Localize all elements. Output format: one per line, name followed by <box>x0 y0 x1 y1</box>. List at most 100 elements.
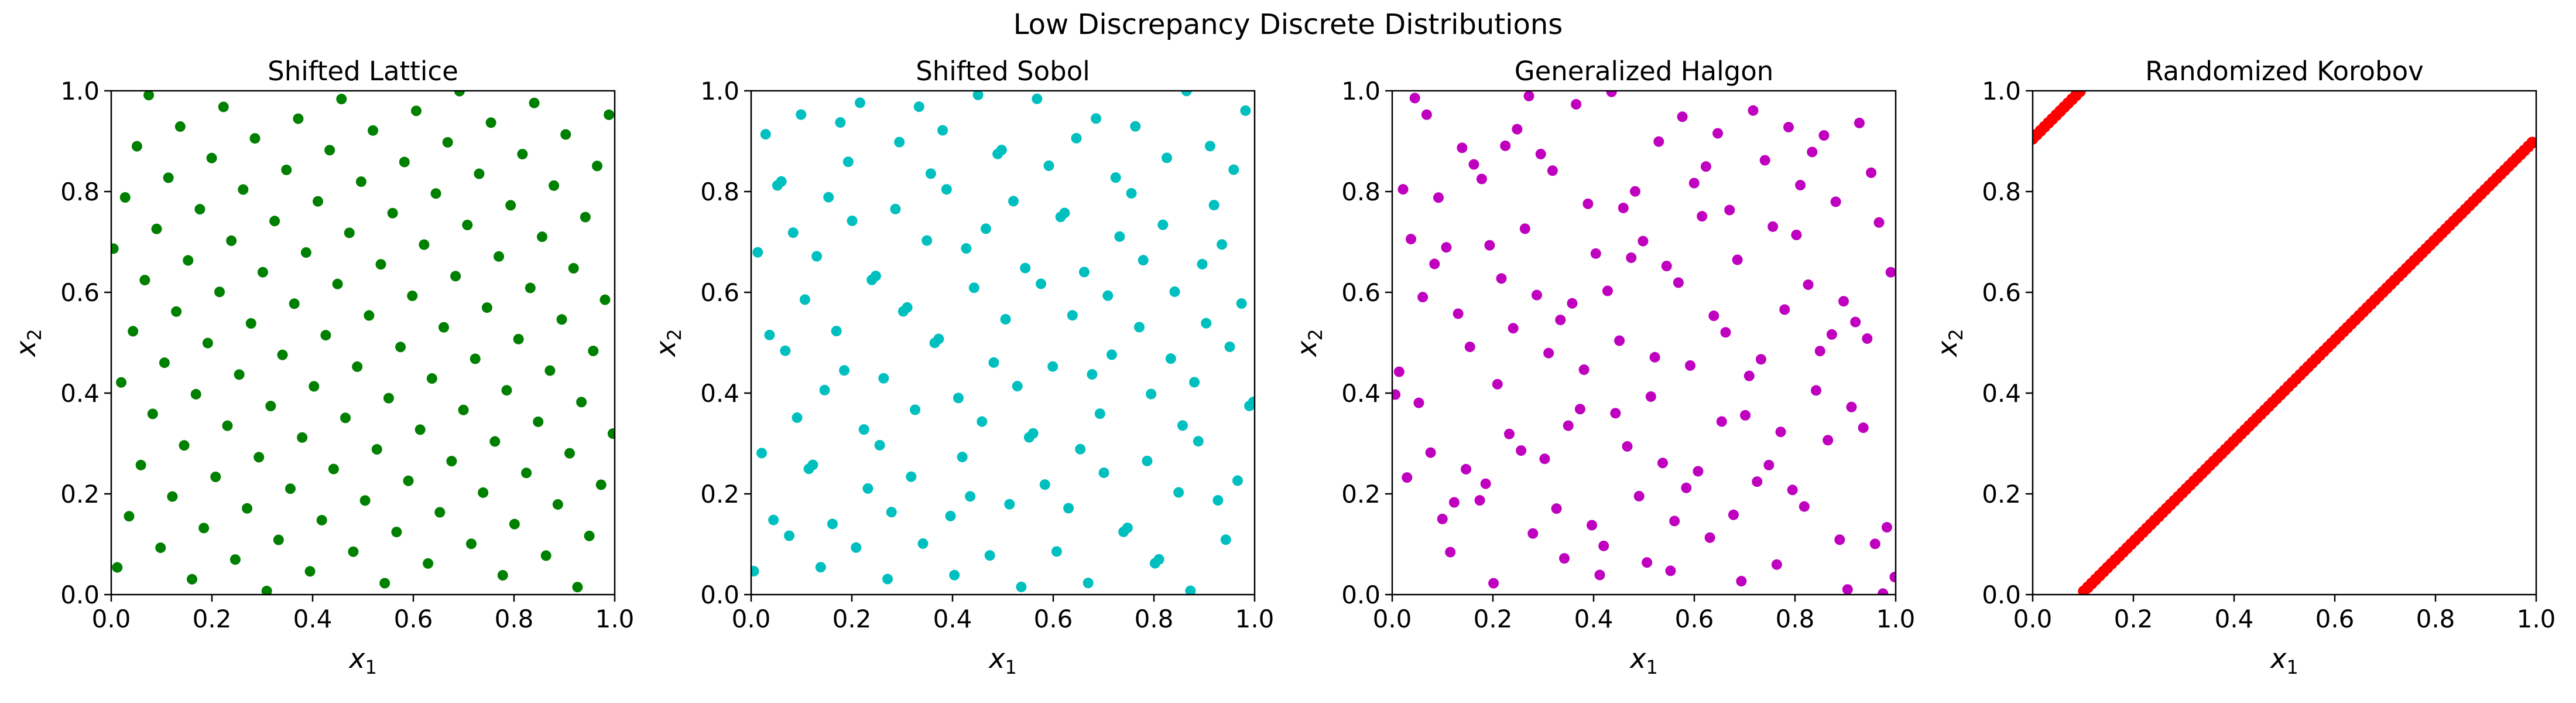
x-tick-label: 1.0 <box>1876 605 1916 633</box>
x-tick-label: 1.0 <box>595 605 635 633</box>
data-point <box>1842 584 1853 595</box>
data-point <box>1567 298 1578 309</box>
data-point <box>474 168 485 179</box>
data-point <box>332 278 343 289</box>
data-point <box>1543 347 1554 359</box>
data-point <box>977 416 988 427</box>
data-point <box>261 585 272 595</box>
data-point <box>1508 323 1519 334</box>
data-point <box>163 172 174 183</box>
data-point <box>913 101 924 112</box>
data-point <box>194 204 205 215</box>
data-point <box>1767 221 1779 232</box>
data-point <box>1531 289 1542 301</box>
y-tick-label: 0.8 <box>700 178 739 206</box>
data-point <box>1087 369 1098 380</box>
data-point <box>823 192 834 203</box>
y-tick-label: 1.0 <box>700 77 739 105</box>
data-point <box>466 538 477 550</box>
data-point <box>568 262 579 274</box>
data-point <box>214 286 225 298</box>
data-point <box>497 570 508 581</box>
data-point <box>1149 558 1160 569</box>
data-point <box>336 94 347 105</box>
x-tick-label: 0.2 <box>1474 605 1513 633</box>
data-point <box>1795 180 1806 191</box>
data-point <box>481 302 492 313</box>
data-point <box>1004 499 1015 510</box>
data-point <box>1712 128 1724 139</box>
y-tick-label: 0.0 <box>1982 581 2021 609</box>
data-point <box>1468 159 1479 170</box>
data-point <box>1236 298 1247 309</box>
data-point <box>529 97 540 108</box>
data-point <box>434 507 446 518</box>
data-point <box>1862 333 1873 344</box>
data-point <box>536 231 547 243</box>
data-point <box>1075 443 1086 455</box>
y-tick-label: 0.4 <box>700 379 739 408</box>
data-point <box>1783 121 1794 132</box>
data-point <box>1578 364 1590 376</box>
data-point <box>186 574 197 585</box>
data-point <box>1496 273 1507 284</box>
data-point <box>1417 292 1429 303</box>
scatter-series <box>2033 91 2536 595</box>
panel-title: Randomized Korobov <box>2145 56 2424 87</box>
scatter-series <box>1392 91 1896 595</box>
data-point <box>1688 178 1700 189</box>
data-point <box>764 329 775 340</box>
data-point <box>780 345 791 356</box>
data-point <box>1212 495 1224 506</box>
data-point <box>135 459 146 470</box>
data-point <box>478 487 489 498</box>
data-point <box>862 483 873 494</box>
data-point <box>430 188 441 199</box>
data-point <box>355 176 366 187</box>
data-point <box>1208 200 1220 211</box>
data-point <box>183 255 194 266</box>
x-tick-label: 0.4 <box>1574 605 1614 633</box>
data-point <box>297 432 308 443</box>
data-point <box>1071 132 1082 144</box>
data-point <box>1134 322 1145 333</box>
data-point <box>265 401 276 412</box>
y-tick-label: 0.2 <box>60 480 100 509</box>
data-point <box>1626 252 1637 263</box>
data-point <box>2074 91 2086 98</box>
panel-1: Shifted Lattice 0.0 0.2 0.4 0.6 0.8 1.0 0.0 0.2 0… <box>10 56 634 678</box>
data-point <box>1736 576 1747 587</box>
data-point <box>584 530 595 541</box>
data-point <box>1814 346 1825 357</box>
data-point <box>143 91 155 101</box>
data-point <box>410 105 422 117</box>
data-point <box>1165 353 1176 364</box>
data-point <box>1559 553 1570 564</box>
data-point <box>419 239 430 250</box>
data-point <box>1881 522 1892 533</box>
data-point <box>442 136 453 148</box>
y-tick-label: 0.0 <box>700 581 739 609</box>
data-point <box>898 306 909 317</box>
data-point <box>399 156 410 168</box>
data-point <box>1846 401 1857 412</box>
data-point <box>222 420 233 431</box>
data-point <box>1661 261 1672 272</box>
data-point <box>344 227 355 238</box>
data-point <box>324 145 335 156</box>
data-point <box>1032 93 1043 104</box>
plot-frame <box>1391 90 1897 596</box>
data-point <box>941 184 952 195</box>
data-point <box>159 357 170 368</box>
data-point <box>139 275 150 286</box>
data-point <box>910 404 921 415</box>
data-point <box>1791 230 1802 240</box>
data-point <box>521 467 532 479</box>
data-point <box>1126 187 1137 199</box>
data-point <box>501 385 512 396</box>
plot-frame <box>750 90 1256 596</box>
data-point <box>1885 267 1896 278</box>
data-point <box>371 444 382 455</box>
x-tick-label: 0.2 <box>833 605 872 633</box>
data-point <box>1681 482 1692 493</box>
